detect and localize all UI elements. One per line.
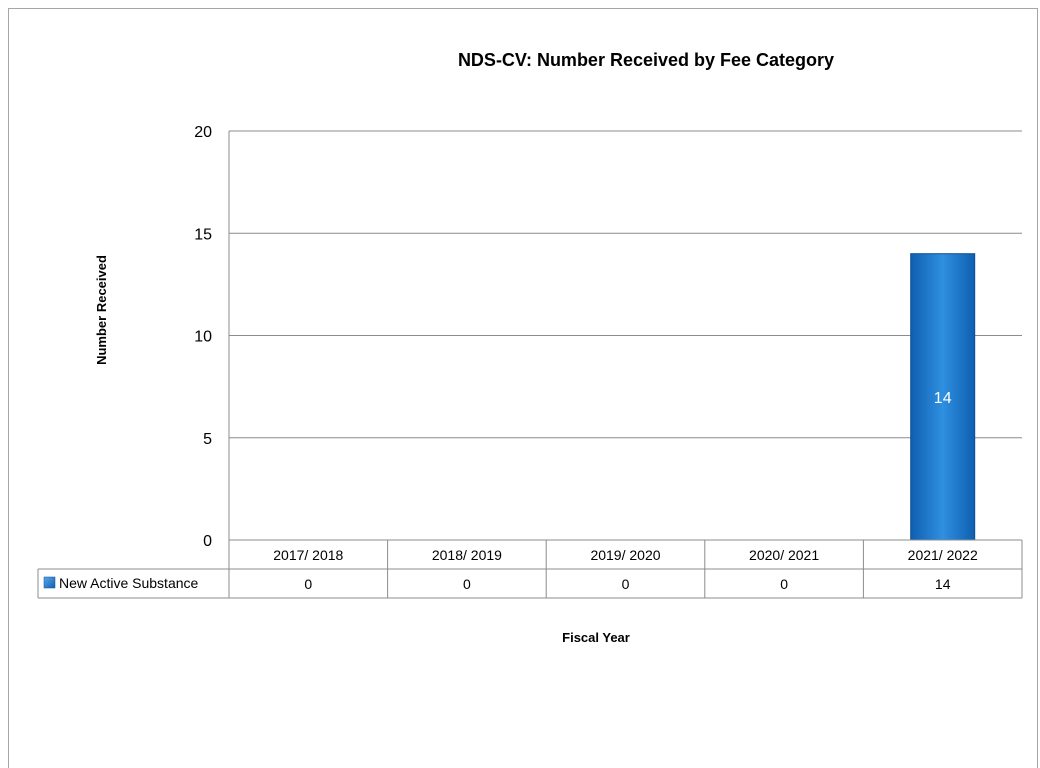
bar-data-label: 14 [934, 390, 952, 407]
y-tick-label: 0 [203, 533, 212, 550]
x-tick-label: 2017/ 2018 [273, 547, 343, 563]
table-value-cell: 0 [622, 576, 630, 592]
y-tick-label: 15 [194, 226, 212, 243]
x-tick-label: 2021/ 2022 [908, 547, 978, 563]
table-value-cell: 14 [935, 576, 951, 592]
table-value-cell: 0 [463, 576, 471, 592]
chart-frame [8, 8, 1038, 768]
x-tick-label: 2019/ 2020 [590, 547, 660, 563]
y-axis-title: Number Received [94, 255, 109, 365]
table-value-cell: 0 [780, 576, 788, 592]
table-value-cell: 0 [304, 576, 312, 592]
x-tick-label: 2018/ 2019 [432, 547, 502, 563]
legend-swatch [43, 576, 56, 589]
chart-title: NDS-CV: Number Received by Fee Category [458, 50, 834, 70]
y-tick-label: 5 [203, 431, 212, 448]
legend-entry: New Active Substance [59, 575, 199, 591]
x-axis-title: Fiscal Year [562, 630, 630, 645]
y-tick-label: 20 [194, 124, 212, 141]
y-tick-label: 10 [194, 329, 212, 346]
x-tick-label: 2020/ 2021 [749, 547, 819, 563]
